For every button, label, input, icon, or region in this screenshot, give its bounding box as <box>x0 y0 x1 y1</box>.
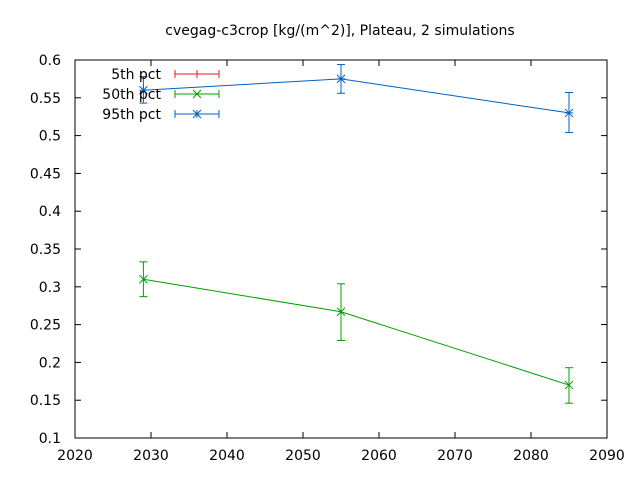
y-tick-label: 0.25 <box>30 318 61 334</box>
legend-entry: 95th pct <box>102 107 220 123</box>
y-tick-label: 0.6 <box>39 53 61 69</box>
y-tick-label: 0.35 <box>30 242 61 258</box>
x-tick-label: 2080 <box>513 448 549 464</box>
y-tick-label: 0.45 <box>30 166 61 182</box>
legend-entry: 50th pct <box>102 87 220 103</box>
x-tick-label: 2020 <box>57 448 93 464</box>
data-point <box>139 85 148 95</box>
x-tick-label: 2090 <box>589 448 625 464</box>
legend-marker <box>192 89 202 99</box>
y-tick-label: 0.3 <box>39 280 61 296</box>
x-tick-label: 2070 <box>437 448 473 464</box>
data-point <box>139 274 148 284</box>
x-tick-label: 2030 <box>133 448 169 464</box>
y-tick-label: 0.5 <box>39 129 61 145</box>
data-point <box>336 74 346 84</box>
data-point <box>564 108 574 118</box>
y-tick-label: 0.2 <box>39 355 61 371</box>
y-tick-label: 0.4 <box>39 204 61 220</box>
data-point <box>564 380 574 390</box>
series-line <box>143 278 570 386</box>
series-50th-pct <box>139 261 574 404</box>
x-tick-label: 2060 <box>361 448 397 464</box>
legend-marker <box>192 109 202 119</box>
legend: 5th pct 50th pct 95th pct <box>102 67 220 123</box>
series-line <box>143 78 570 114</box>
legend-entry: 5th pct <box>111 67 220 83</box>
legend-label: 5th pct <box>111 67 161 83</box>
legend-label: 50th pct <box>102 87 161 103</box>
y-tick-label: 0.1 <box>39 431 61 447</box>
series-layer <box>139 64 574 404</box>
x-tick-label: 2050 <box>285 448 321 464</box>
axes: 2020 2030 2040 2050 2060 2070 2080 2090 0.1 0.15 0… <box>30 53 625 464</box>
y-tick-label: 0.55 <box>30 91 61 107</box>
x-tick-label: 2040 <box>209 448 245 464</box>
chart-title: cvegag-c3crop [kg/(m^2)], Plateau, 2 sim… <box>165 23 514 39</box>
legend-label: 95th pct <box>102 107 161 123</box>
series-95th-pct <box>139 64 574 134</box>
y-tick-label: 0.15 <box>30 393 61 409</box>
data-point <box>336 307 346 317</box>
